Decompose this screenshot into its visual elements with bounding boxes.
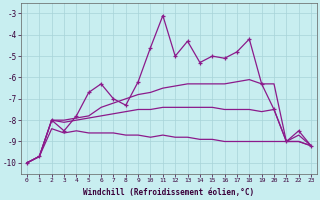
X-axis label: Windchill (Refroidissement éolien,°C): Windchill (Refroidissement éolien,°C) xyxy=(84,188,255,197)
